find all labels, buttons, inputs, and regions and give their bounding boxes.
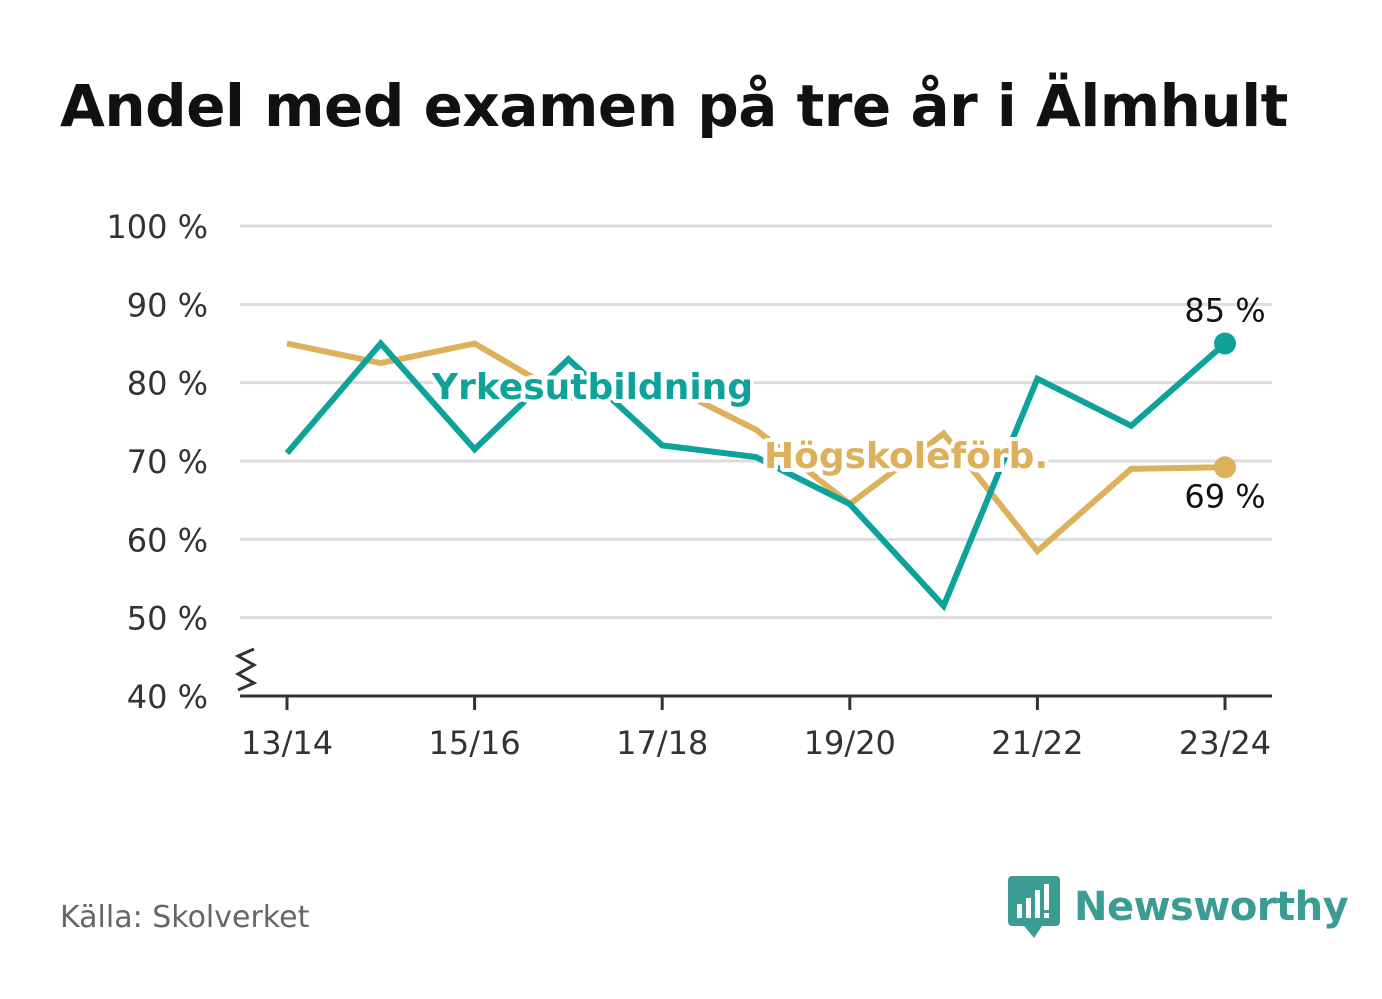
series-line-hogskoleforb	[286, 340, 1226, 556]
end-label-hogskoleforb: 69 %	[1184, 477, 1265, 515]
brand-logo: Newsworthy	[1008, 876, 1349, 938]
y-axis-ticks: 40 % 50 % 60 % 70 % 80 % 90 % 100 %	[106, 208, 208, 716]
end-label-yrkesutbildning: 85 %	[1184, 292, 1265, 330]
x-tick-label: 17/18	[616, 724, 708, 762]
series-label-yrkesutbildning: Yrkesutbildning	[431, 367, 753, 408]
series-labels: 85 % 69 % Yrkesutbildning Högskoleförb.	[427, 292, 1266, 516]
x-axis-ticks: 13/14 15/16 17/18 19/20 21/22 23/24	[241, 696, 1271, 762]
axis-break-icon	[234, 647, 258, 692]
x-tick-label: 21/22	[991, 724, 1083, 762]
brand-name: Newsworthy	[1074, 884, 1349, 930]
y-tick-label: 90 %	[127, 286, 208, 324]
y-tick-label: 100 %	[106, 208, 208, 246]
source-note: Källa: Skolverket	[60, 900, 310, 935]
y-tick-label: 40 %	[127, 678, 208, 716]
y-tick-label: 50 %	[127, 600, 208, 638]
chart-title: Andel med examen på tre år i Älmhult	[60, 72, 1288, 140]
end-marker-hogskoleforb	[1214, 456, 1236, 479]
series-lines	[284, 332, 1236, 612]
x-tick-label: 15/16	[428, 724, 520, 762]
y-tick-label: 70 %	[127, 443, 208, 481]
end-marker-yrkesutbildning	[1214, 332, 1236, 355]
series-label-hogskoleforb: Högskoleförb.	[764, 436, 1048, 477]
y-tick-label: 80 %	[127, 365, 208, 403]
series-line-yrkesutbildning	[284, 338, 1227, 612]
x-axis	[234, 647, 1272, 698]
y-tick-label: 60 %	[127, 521, 208, 559]
x-tick-label: 23/24	[1179, 724, 1271, 762]
x-tick-label: 13/14	[241, 724, 333, 762]
newsworthy-logo-icon	[1008, 876, 1060, 938]
x-tick-label: 19/20	[804, 724, 896, 762]
